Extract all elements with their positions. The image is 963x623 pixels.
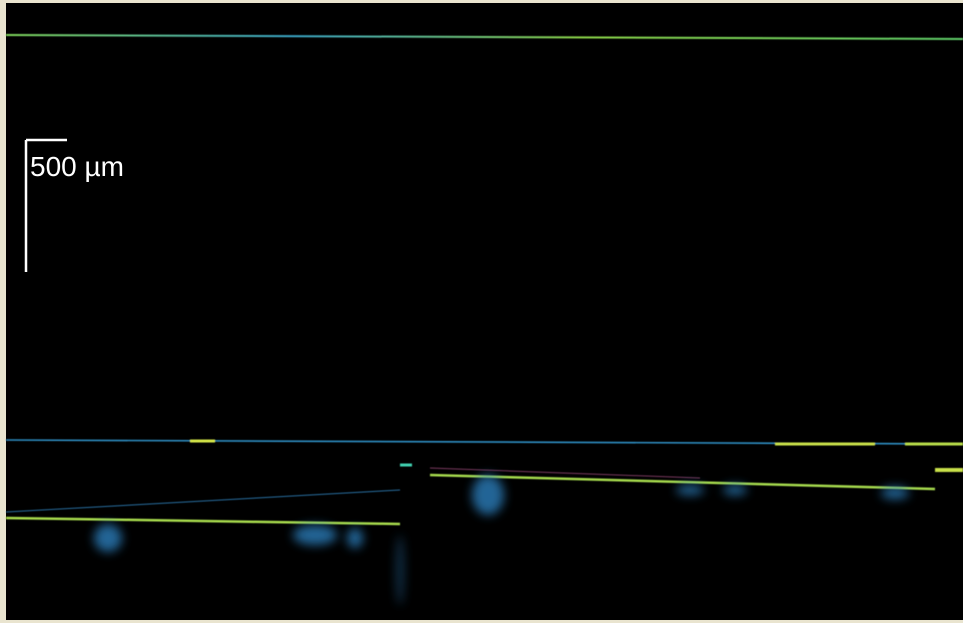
top-surface [5, 34, 963, 40]
scale-bar-label: 500 µm [30, 151, 124, 182]
layer-line [5, 489, 401, 513]
layer-line [5, 516, 401, 526]
tissue-layers [5, 34, 963, 526]
image-background [6, 3, 963, 620]
layer-line [429, 467, 701, 479]
scatter-regions [94, 475, 909, 605]
layer-line [429, 473, 936, 491]
scale-bar: 500 µm [24, 138, 124, 272]
